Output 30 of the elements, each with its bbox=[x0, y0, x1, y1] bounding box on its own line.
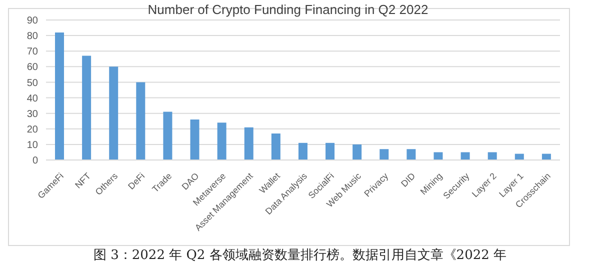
bar bbox=[190, 120, 200, 160]
chart-title: Number of Crypto Funding Financing in Q2 2022 bbox=[146, 2, 430, 17]
bar bbox=[109, 66, 118, 160]
y-tick-label: 80 bbox=[26, 31, 38, 42]
bar bbox=[380, 149, 389, 160]
y-tick-label: 60 bbox=[26, 62, 38, 74]
bar bbox=[460, 152, 470, 160]
y-tick-label: 70 bbox=[26, 46, 38, 58]
bar bbox=[217, 122, 226, 160]
bar bbox=[298, 142, 308, 160]
y-tick-label: 90 bbox=[26, 16, 38, 27]
bar bbox=[55, 32, 64, 160]
y-tick-label: 50 bbox=[26, 78, 38, 89]
x-tick-label: DID bbox=[399, 170, 418, 189]
bar bbox=[406, 149, 416, 160]
bar bbox=[352, 144, 362, 160]
bar bbox=[271, 134, 280, 160]
bar bbox=[326, 142, 335, 160]
bar bbox=[82, 56, 92, 160]
y-tick-label: 10 bbox=[26, 140, 38, 151]
bar bbox=[136, 82, 146, 160]
y-tick-label: 40 bbox=[26, 93, 38, 104]
y-tick-label: 0 bbox=[32, 156, 38, 167]
y-tick-label: 30 bbox=[26, 108, 38, 120]
bar bbox=[163, 112, 172, 160]
bar bbox=[488, 152, 497, 160]
bar bbox=[244, 127, 254, 160]
caption: 图 3：2022 年 Q2 各领域融资数量排行榜。数据引用自文章《2022 年 bbox=[93, 248, 507, 263]
bar bbox=[434, 152, 443, 160]
y-tick-label: 20 bbox=[26, 124, 38, 136]
